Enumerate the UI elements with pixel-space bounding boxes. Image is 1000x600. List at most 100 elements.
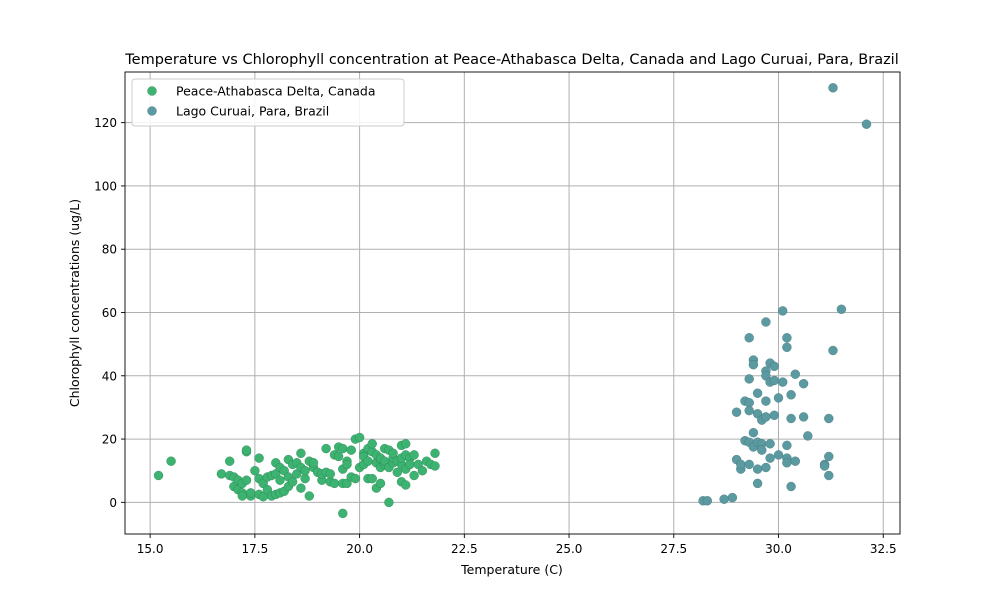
x-tick-label: 17.5: [242, 542, 269, 556]
data-point: [719, 494, 729, 504]
data-point: [744, 459, 754, 470]
data-point: [748, 360, 759, 370]
data-point: [790, 369, 800, 379]
data-point: [333, 451, 344, 462]
data-point: [836, 304, 847, 314]
plot-frame: [124, 71, 901, 535]
data-point: [409, 470, 419, 481]
x-tick-label: 27.5: [660, 542, 687, 556]
x-tick-label: 25.0: [556, 542, 583, 556]
data-point: [702, 496, 712, 506]
data-point: [363, 456, 373, 466]
data-point: [790, 456, 800, 466]
data-point: [388, 448, 398, 458]
data-point: [773, 393, 784, 403]
data-point: [354, 432, 365, 443]
data-point: [237, 491, 247, 501]
x-axis-label: Temperature (C): [460, 562, 563, 577]
y-tick-label: 100: [94, 179, 117, 193]
data-point: [861, 119, 872, 129]
data-point: [346, 445, 356, 455]
data-point: [828, 345, 838, 356]
data-point: [778, 377, 788, 387]
data-point: [786, 390, 796, 400]
data-point: [153, 470, 164, 481]
data-point: [300, 466, 310, 476]
data-point: [773, 450, 784, 460]
x-tick-label: 30.0: [765, 542, 792, 556]
data-point: [304, 491, 314, 501]
data-point: [765, 453, 775, 463]
data-point: [824, 470, 834, 481]
data-point: [275, 475, 285, 485]
grid-lines: [125, 72, 900, 534]
data-point: [254, 453, 264, 463]
data-point: [430, 461, 440, 471]
data-point: [828, 83, 838, 93]
x-axis-ticks: 15.0 17.5 20.0 22.5 25.0 27.5 30.0 32.5: [137, 534, 897, 556]
data-point: [782, 333, 792, 343]
data-point: [782, 458, 792, 468]
data-point: [308, 458, 319, 468]
y-tick-label: 80: [102, 243, 117, 257]
y-tick-label: 60: [102, 306, 117, 320]
x-tick-label: 20.0: [346, 542, 373, 556]
y-axis-ticks: 0 20 40 60 80 100 120: [94, 116, 125, 510]
data-point: [216, 469, 227, 479]
data-point: [761, 412, 771, 422]
data-points: [153, 83, 872, 519]
data-point: [769, 361, 779, 371]
data-point: [744, 398, 754, 408]
data-point: [736, 459, 746, 470]
data-point: [798, 412, 809, 422]
data-point: [798, 379, 809, 389]
data-point: [367, 473, 377, 484]
x-tick-label: 32.5: [870, 542, 897, 556]
data-point: [786, 413, 796, 424]
data-point: [769, 375, 779, 386]
data-point: [761, 462, 771, 473]
y-axis-label: Chlorophyll concentrations (ug/L): [67, 199, 82, 407]
data-point: [384, 497, 394, 508]
data-point: [803, 431, 813, 441]
x-tick-label: 15.0: [137, 542, 164, 556]
data-point: [409, 450, 419, 460]
data-point: [405, 459, 415, 470]
y-tick-label: 20: [102, 433, 117, 447]
data-point: [241, 475, 252, 485]
data-point: [824, 451, 834, 462]
data-point: [757, 445, 767, 455]
data-point: [417, 466, 428, 476]
legend-marker-peace-athabasca: [147, 86, 157, 96]
data-point: [241, 445, 252, 455]
data-point: [778, 306, 788, 316]
data-point: [782, 342, 792, 352]
data-point: [325, 469, 335, 479]
data-point: [769, 410, 779, 420]
legend-label-lago-curuai: Lago Curuai, Para, Brazil: [176, 104, 329, 119]
data-point: [752, 464, 763, 474]
data-point: [250, 466, 260, 476]
data-point: [744, 405, 754, 416]
data-point: [744, 333, 754, 343]
data-point: [296, 483, 306, 493]
data-point: [761, 317, 771, 327]
y-tick-label: 120: [94, 116, 117, 130]
legend-marker-lago-curuai: [147, 106, 157, 116]
data-point: [744, 374, 754, 384]
data-point: [819, 461, 830, 471]
data-point: [321, 443, 331, 454]
data-point: [375, 478, 386, 489]
y-tick-label: 0: [109, 496, 117, 510]
data-point: [727, 492, 738, 503]
data-point: [329, 478, 340, 489]
data-point: [392, 467, 402, 477]
data-point: [782, 440, 792, 451]
data-point: [350, 473, 361, 484]
data-point: [401, 480, 411, 490]
data-point: [765, 439, 775, 449]
legend: Peace-Athabasca Delta, Canada Lago Curua…: [131, 78, 405, 127]
legend-label-peace-athabasca: Peace-Athabasca Delta, Canada: [176, 84, 376, 99]
data-point: [287, 477, 298, 487]
